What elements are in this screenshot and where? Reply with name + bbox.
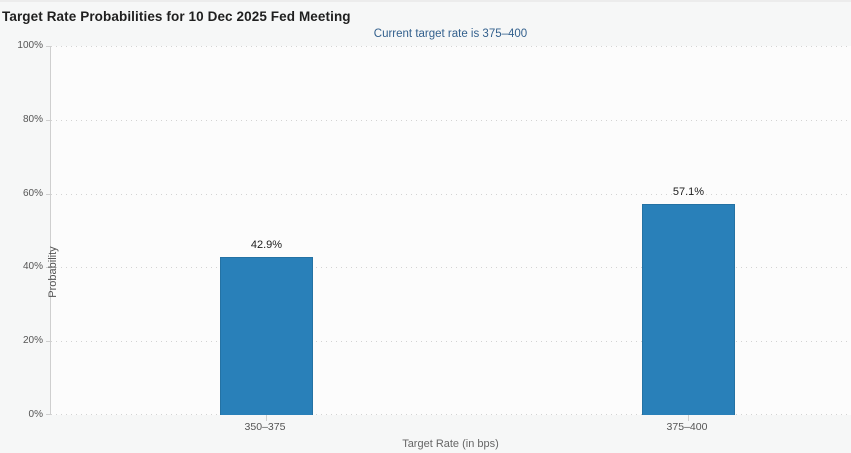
plot-area: Probability 42.9% 57.1% (46, 46, 851, 421)
gridline-100pct (51, 46, 851, 47)
y-tick-mark (46, 194, 51, 195)
gridline-0pct (51, 414, 851, 415)
bar-375-400 (642, 204, 735, 415)
x-axis-title: Target Rate (in bps) (402, 438, 499, 450)
x-tick-label-375-400: 375–400 (666, 421, 708, 433)
chart-subtitle: Current target rate is 375–400 (373, 28, 528, 40)
bar-value-label: 42.9% (250, 238, 283, 251)
y-tick-mark (46, 120, 51, 121)
y-tick-mark (46, 267, 51, 268)
x-tick-mark (688, 415, 689, 421)
y-tick-mark (46, 414, 51, 415)
x-tick-mark (266, 415, 267, 421)
y-tick-label-80: 80% (22, 114, 43, 125)
y-tick-label-20: 20% (22, 335, 43, 346)
y-tick-label-100: 100% (17, 40, 43, 51)
bar-350-375 (220, 256, 313, 415)
y-tick-mark (46, 341, 51, 342)
y-axis-title: Probability (47, 246, 59, 298)
bar-value-label: 57.1% (672, 186, 705, 199)
gridline-80pct (51, 120, 851, 121)
gridline-40pct (51, 267, 851, 268)
y-tick-label-60: 60% (22, 188, 43, 199)
chart-title: Target Rate Probabilities for 10 Dec 202… (2, 9, 351, 24)
x-tick-label-350-375: 350–375 (244, 421, 286, 433)
y-tick-mark (46, 46, 51, 47)
bar-group-350-375: 42.9% (220, 239, 313, 415)
y-tick-label-40: 40% (22, 261, 43, 272)
y-tick-label-0: 0% (28, 409, 43, 420)
gridline-20pct (51, 341, 851, 342)
bar-group-375-400: 57.1% (642, 186, 735, 415)
gridline-60pct (51, 194, 851, 195)
